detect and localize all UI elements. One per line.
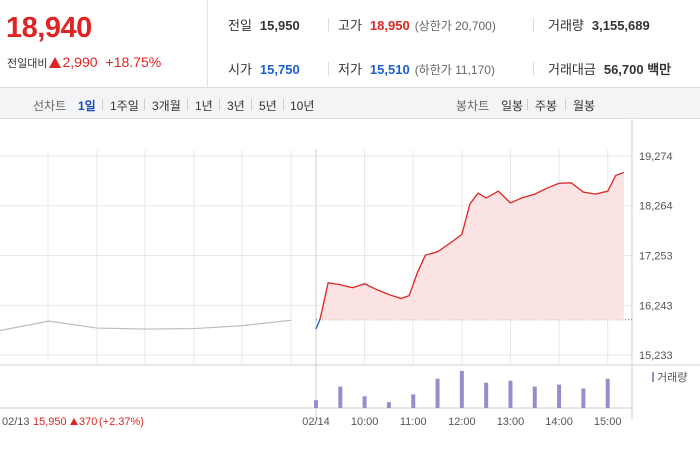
stat-trade-amount: 거래대금 56,700 백만 [548,59,671,78]
divider [144,99,145,110]
prev-day-date: 02/13 [2,416,30,428]
y-axis: 15,233 16,243 17,253 18,264 19,274 [639,151,673,362]
y-tick-label: 19,274 [639,151,673,163]
divider [283,99,284,110]
divider [527,99,528,110]
volume-bar [386,402,391,408]
divider [187,99,188,110]
change-line: 전일대비 2,990 +18.75% [7,54,161,71]
volume-bar [557,384,562,408]
prev-day-percent: (+2.37%) [99,416,144,428]
x-tick-label: 13:00 [497,416,525,428]
y-tick-label: 18,264 [639,201,673,213]
change-amount: 2,990 [62,54,98,70]
divider [565,99,566,110]
tab-1-year[interactable]: 1년 [195,99,213,113]
volume-legend-label: 거래량 [657,371,687,384]
chart-tab-bar: 선차트 1일 1주일 3개월 1년 3년 5년 10년 봉차트 일봉 주봉 월봉 [0,88,700,119]
prev-day-series [0,319,292,332]
x-tick-label: 15:00 [594,416,622,428]
volume-bar [459,370,464,408]
volume-bar [484,382,489,408]
stat-value: 56,700 백만 [603,62,672,77]
stat-value: 15,750 [259,62,300,77]
volume-bar [338,386,343,408]
stat-prev-close: 전일 15,950 [228,15,300,34]
stat-label: 거래량 [548,18,584,33]
volume-bar [532,386,537,408]
stat-value: 3,155,689 [591,18,650,33]
volume-bar [435,378,440,408]
stat-value: 18,950 [369,18,410,33]
stat-value: 15,510 [369,62,410,77]
tab-1-day[interactable]: 1일 [78,99,96,113]
stat-sub: (상한가 20,700) [414,19,496,33]
y-tick-label: 17,253 [639,251,673,263]
divider [251,99,252,110]
tab-3-months[interactable]: 3개월 [152,99,181,113]
x-tick-label: 14:00 [545,416,573,428]
prev-day-line [0,319,292,332]
volume-bar [314,400,318,408]
price-box: 18,940 전일대비 2,990 +18.75% [0,0,208,88]
today-area-fill [320,172,624,320]
tab-3-years[interactable]: 3년 [227,99,245,113]
tab-10-years[interactable]: 10년 [290,99,315,113]
change-caption: 전일대비 [7,58,48,70]
up-triangle-icon [70,418,78,425]
stat-label: 저가 [338,62,362,77]
today-line-up [319,171,625,320]
current-price: 18,940 [6,12,92,44]
stat-label: 시가 [228,62,252,77]
tab-daily-candle[interactable]: 일봉 [501,99,524,113]
x-tick-label: 10:00 [351,416,379,428]
stat-high: 고가 18,950 (상한가 20,700) [338,15,496,34]
volume-bar [581,388,586,408]
prev-day-info: 02/13 15,950 370 (+2.37%) [2,416,144,428]
stats-grid: 전일 15,950 고가 18,950 (상한가 20,700) 거래량 3,155,6… [208,0,700,88]
tab-weekly-candle[interactable]: 주봉 [535,99,558,113]
divider [328,62,329,76]
x-tick-label: 02/14 [302,416,330,428]
prev-day-change: 370 [79,416,97,428]
stock-price-chart: 15,233 16,243 17,253 18,264 19,274 거래량 02/14… [0,119,700,428]
tab-5-years[interactable]: 5년 [259,99,277,113]
stat-sub: (하한가 11,170) [414,63,495,77]
stat-low: 저가 15,510 (하한가 11,170) [338,59,495,78]
up-triangle-icon [49,57,62,68]
stat-open: 시가 15,750 [228,59,300,78]
change-percent: +18.75% [105,54,162,70]
volume-bar [605,378,610,408]
divider [219,99,220,110]
stat-value: 15,950 [259,18,300,33]
volume-legend-swatch [652,372,654,382]
quote-panel: 18,940 전일대비 2,990 +18.75% 전일 15,950 고가 18,95… [0,0,700,88]
x-tick-label: 12:00 [448,416,476,428]
volume-bar [508,380,513,408]
tab-1-week[interactable]: 1주일 [110,99,139,113]
today-line-down [315,318,321,330]
y-tick-label: 16,243 [639,300,673,312]
divider [328,18,329,32]
x-axis: 02/14 10:00 11:00 12:00 13:00 14:00 15:00 [302,416,621,428]
x-tick-label: 11:00 [400,416,427,428]
stat-label: 거래대금 [548,62,596,77]
volume-chart: 거래량 [314,370,687,408]
stat-volume: 거래량 3,155,689 [548,15,650,34]
stat-label: 고가 [338,18,362,33]
candle-chart-label: 봉차트 [456,99,490,113]
divider [533,62,534,76]
divider [102,99,103,110]
volume-bar [411,394,416,408]
today-series [315,171,632,330]
volume-bar [362,396,367,408]
tab-monthly-candle[interactable]: 월봉 [573,99,596,113]
prev-day-close: 15,950 [33,416,67,428]
stat-label: 전일 [228,18,252,33]
line-chart-label: 선차트 [33,99,67,113]
divider [533,18,534,32]
y-tick-label: 15,233 [639,350,673,362]
